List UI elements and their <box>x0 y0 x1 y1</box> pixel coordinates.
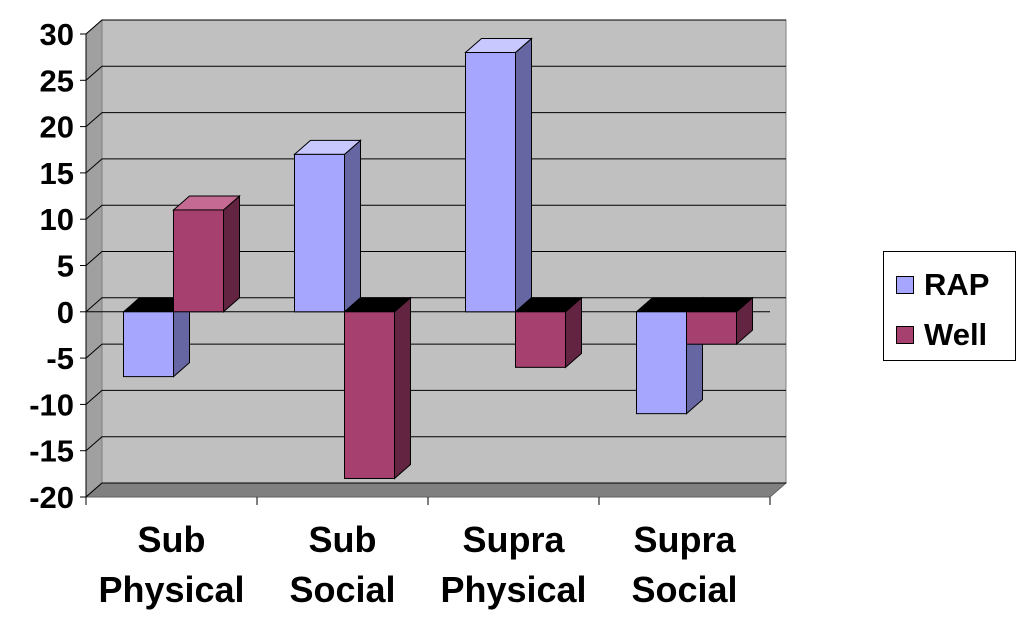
bar-side <box>223 194 240 313</box>
bar-rap-1 <box>293 139 362 313</box>
y-tick-label: 5 <box>57 249 74 284</box>
y-tick-label: -15 <box>29 434 74 469</box>
gridline <box>85 436 786 452</box>
gridline <box>85 65 786 81</box>
y-tick-label: 30 <box>40 17 74 52</box>
legend-swatch-rap <box>896 275 914 294</box>
bars <box>122 37 754 480</box>
bar-front <box>686 311 737 345</box>
y-tick-label: -20 <box>29 480 74 515</box>
x-tick-label: Physical <box>98 569 244 610</box>
gridline <box>85 112 786 127</box>
bar-well-2 <box>514 296 583 369</box>
x-tick-label: Social <box>289 569 395 610</box>
legend: RAP Well <box>883 251 1016 361</box>
bar-side <box>344 139 361 313</box>
bar-side <box>515 37 532 313</box>
bar-front <box>123 311 174 378</box>
x-tick-label: Sub <box>309 519 377 560</box>
gridline <box>85 251 786 266</box>
legend-label-rap: RAP <box>924 267 990 302</box>
legend-label-well: Well <box>924 317 988 352</box>
bar-side <box>394 296 411 480</box>
gridline <box>85 158 786 174</box>
bar-well-0 <box>172 194 241 313</box>
legend-item-well: Well <box>896 319 987 350</box>
y-tick-label: 15 <box>40 156 74 191</box>
y-tick-label: 0 <box>57 295 74 330</box>
bar-front <box>515 311 566 368</box>
bar-front <box>173 209 224 313</box>
bar-front <box>636 311 687 415</box>
y-tick-label: 10 <box>40 202 74 237</box>
y-tick-label: 25 <box>40 63 74 98</box>
y-tick-labels: 30 25 20 15 10 5 0 -5 -10 -15 -20 <box>29 17 74 515</box>
y-tick-label: -10 <box>29 387 74 422</box>
bar-front <box>294 153 345 313</box>
bar-front <box>344 311 395 479</box>
gridline <box>85 204 786 220</box>
y-tick-label: 20 <box>40 110 74 145</box>
x-tick-label: Supra <box>462 519 565 560</box>
bar-front <box>465 52 516 313</box>
x-tick-label: Supra <box>633 519 736 560</box>
bar-rap-2 <box>464 37 533 313</box>
bar-well-1 <box>343 296 412 480</box>
bar-well-3 <box>685 296 754 346</box>
x-tick-label: Sub <box>138 519 206 560</box>
x-tick-label: Social <box>631 569 737 610</box>
gridline <box>85 482 786 498</box>
floor <box>84 482 788 498</box>
gridline <box>85 389 786 405</box>
x-tick-label: Physical <box>440 569 586 610</box>
x-tick-labels: Sub Physical Sub Social Supra Physical Supra So… <box>98 519 737 610</box>
gridline <box>85 19 786 35</box>
legend-swatch-well <box>896 325 914 344</box>
gridlines <box>85 19 786 498</box>
legend-item-rap: RAP <box>896 269 989 300</box>
y-tick-label: -5 <box>46 341 74 376</box>
